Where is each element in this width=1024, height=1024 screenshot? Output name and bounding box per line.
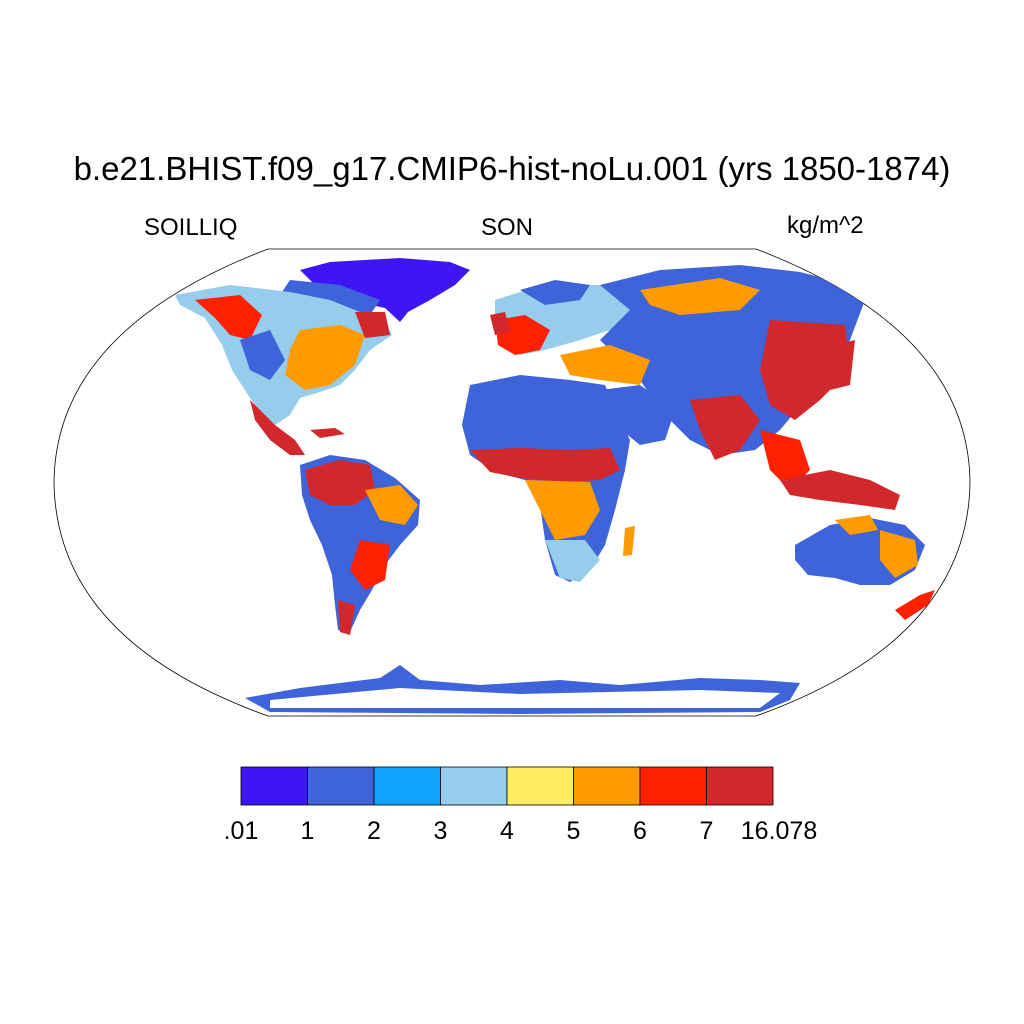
colorbar-box — [440, 766, 508, 806]
region-na-interior — [240, 330, 285, 380]
map-title: b.e21.BHIST.f09_g17.CMIP6-hist-noLu.001 … — [73, 150, 951, 187]
colorbar-box — [307, 766, 375, 806]
region-australia-north — [835, 515, 878, 535]
region-madagascar — [623, 526, 635, 556]
world-map — [53, 248, 971, 717]
region-japan — [830, 340, 855, 390]
colorbar-tick-label: 2 — [367, 817, 381, 845]
region-sahel — [470, 448, 620, 482]
region-patagonia — [338, 600, 355, 635]
region-se-asia — [760, 430, 810, 490]
region-north-america-east — [285, 325, 365, 390]
region-russia-north — [640, 278, 760, 315]
season-label: SON — [481, 214, 534, 241]
colorbar-tick-label: .01 — [224, 817, 259, 845]
colorbar-tick-label: 6 — [633, 817, 647, 845]
region-indonesia — [780, 470, 900, 510]
region-new-zealand — [895, 590, 935, 620]
colorbar-tick-label: 3 — [434, 817, 448, 845]
region-south-asia — [690, 395, 760, 460]
region-australia-east — [880, 530, 918, 578]
region-antarctica-interior — [270, 688, 780, 708]
region-amazon — [305, 460, 375, 505]
colorbar-box — [639, 766, 707, 806]
colorbar-ticks: .01 1 2 3 4 5 6 7 16.078 — [224, 817, 818, 845]
region-central-asia — [560, 345, 650, 385]
region-arctic-canada — [280, 280, 380, 315]
variable-label: SOILLIQ — [144, 214, 238, 241]
region-na-west — [195, 295, 262, 340]
colorbar-box — [506, 766, 574, 806]
colorbar-tick-label: 1 — [301, 817, 315, 845]
colorbar: .01 1 2 3 4 5 6 7 16.078 — [224, 766, 818, 845]
region-east-asia — [760, 320, 850, 420]
region-southern-africa — [545, 540, 600, 582]
colorbar-tick-label: 4 — [500, 817, 514, 845]
region-hudson-east — [355, 312, 390, 338]
region-central-africa — [525, 480, 600, 540]
colorbar-box — [240, 766, 308, 806]
colorbar-box — [706, 766, 774, 806]
units-label: kg/m^2 — [787, 212, 864, 239]
colorbar-tick-label: 5 — [567, 817, 581, 845]
region-caribbean — [310, 428, 345, 438]
region-uk — [490, 312, 510, 335]
region-greenland — [300, 258, 470, 322]
colorbar-box — [573, 766, 641, 806]
region-sa-east — [365, 485, 418, 525]
region-arabia — [600, 385, 675, 445]
region-sa-south — [350, 540, 390, 590]
colorbar-boxes — [240, 766, 774, 806]
region-mexico — [250, 400, 305, 455]
colorbar-box — [373, 766, 441, 806]
region-western-europe — [495, 315, 550, 355]
colorbar-tick-label: 7 — [700, 817, 714, 845]
colorbar-tick-label: 16.078 — [741, 817, 817, 845]
region-scandinavia — [520, 280, 590, 305]
